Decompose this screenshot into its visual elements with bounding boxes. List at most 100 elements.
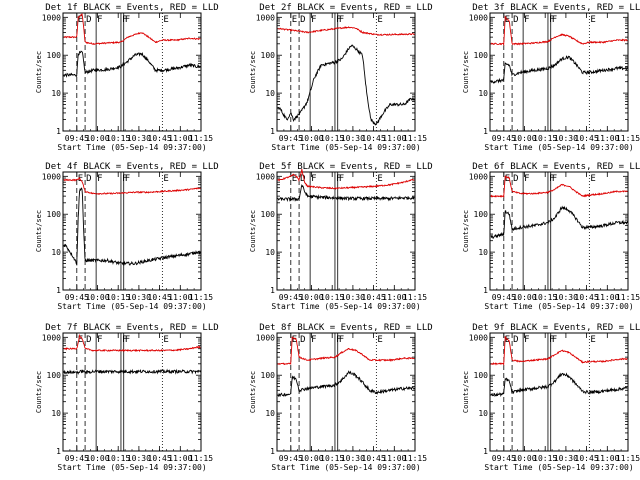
y-tick-label: 100 [47, 51, 62, 60]
flag-label: E [505, 174, 510, 184]
x-tick-label: 10:45 [575, 134, 599, 143]
y-tick-label: 1 [270, 286, 275, 295]
y-tick-label: 1000 [42, 13, 61, 22]
y-tick-label: 10 [51, 409, 61, 418]
x-axis-label: Start Time (05-Sep-14 09:37:00) [57, 143, 206, 152]
y-tick-label: 10 [478, 248, 488, 257]
x-tick-label: 10:15 [533, 293, 557, 302]
x-tick-label: 10:00 [299, 293, 323, 302]
flag-label: E [78, 15, 83, 25]
chart-panel-2: Det 2f BLACK = Events, RED = LLD 1 10 100 10… [249, 3, 433, 152]
flag-label: F [122, 15, 127, 25]
y-tick-label: 100 [474, 210, 489, 219]
series-line-events [63, 187, 201, 267]
chart-title: Det 2f BLACK = Events, RED = LLD [259, 3, 432, 13]
x-tick-label: 10:45 [362, 134, 386, 143]
y-axis-label: Counts/sec [35, 371, 43, 413]
series-line-lld [490, 175, 628, 199]
y-tick-label: 1 [483, 286, 488, 295]
x-axis-label: Start Time (05-Sep-14 09:37:00) [271, 302, 420, 311]
y-axis-label: Counts/sec [35, 51, 43, 93]
x-tick-label: 10:15 [106, 454, 130, 463]
x-tick-label: 11:15 [616, 134, 640, 143]
y-tick-label: 1000 [469, 13, 488, 22]
series-line-lld [277, 168, 415, 190]
x-tick-label: 10:00 [85, 454, 109, 463]
series-line-events [277, 44, 415, 126]
y-tick-label: 1000 [256, 172, 275, 181]
x-axis-label: Start Time (05-Sep-14 09:37:00) [57, 463, 206, 472]
x-tick-label: 11:15 [189, 293, 213, 302]
y-tick-label: 1 [56, 447, 61, 456]
flag-label: F [524, 15, 529, 25]
y-axis-label: Counts/sec [35, 210, 43, 252]
y-tick-label: 1000 [42, 333, 61, 342]
flag-label: E [377, 174, 382, 184]
flag-label: F [122, 174, 127, 184]
flag-label: D [86, 15, 91, 25]
x-tick-label: 10:15 [320, 293, 344, 302]
flag-label: F [552, 15, 557, 25]
flag-label: F [336, 335, 341, 345]
flag-label: E [163, 335, 168, 345]
y-tick-label: 100 [47, 371, 62, 380]
chart-panel-1: Det 1f BLACK = Events, RED = LLD 1 10 100 10… [35, 3, 219, 152]
x-tick-label: 10:30 [554, 134, 578, 143]
x-tick-label: 11:00 [595, 454, 619, 463]
flag-label: F [97, 15, 102, 25]
flag-label: F [549, 335, 554, 345]
x-tick-label: 11:15 [189, 134, 213, 143]
flag-label: F [125, 15, 130, 25]
flag-label: E [505, 335, 510, 345]
y-tick-label: 100 [474, 51, 489, 60]
chart-panel-6: Det 6f BLACK = Events, RED = LLD 1 10 100 10… [462, 162, 640, 311]
x-tick-label: 11:00 [382, 134, 406, 143]
flag-label: F [552, 335, 557, 345]
x-axis-label: Start Time (05-Sep-14 09:37:00) [484, 143, 633, 152]
y-tick-label: 1000 [469, 333, 488, 342]
x-tick-label: 10:45 [575, 293, 599, 302]
series-line-lld [277, 26, 415, 36]
x-tick-label: 11:15 [189, 454, 213, 463]
x-tick-label: 10:30 [127, 293, 151, 302]
flag-label: D [513, 335, 518, 345]
flag-label: F [311, 15, 316, 25]
x-tick-label: 11:15 [403, 134, 427, 143]
x-tick-label: 09:45 [492, 293, 516, 302]
series-line-events [490, 205, 628, 240]
x-tick-label: 11:00 [595, 134, 619, 143]
series-line-lld [63, 12, 201, 46]
x-axis-label: Start Time (05-Sep-14 09:37:00) [271, 143, 420, 152]
x-tick-label: 10:30 [127, 134, 151, 143]
x-tick-label: 11:00 [382, 293, 406, 302]
flag-label: E [78, 335, 83, 345]
x-tick-label: 10:45 [148, 293, 172, 302]
flag-label: F [97, 335, 102, 345]
chart-title: Det 7f BLACK = Events, RED = LLD [45, 323, 218, 333]
x-tick-label: 11:00 [168, 293, 192, 302]
x-tick-label: 10:30 [341, 293, 365, 302]
y-tick-label: 10 [265, 409, 275, 418]
x-tick-label: 10:30 [341, 454, 365, 463]
x-tick-label: 10:00 [512, 134, 536, 143]
flag-label: F [524, 335, 529, 345]
flag-label: E [377, 15, 382, 25]
chart-title: Det 8f BLACK = Events, RED = LLD [259, 323, 432, 333]
chart-panel-8: Det 8f BLACK = Events, RED = LLD 1 10 100 10… [249, 323, 433, 472]
chart-title: Det 1f BLACK = Events, RED = LLD [45, 3, 218, 13]
chart-panel-5: Det 5f BLACK = Events, RED = LLD 1 10 100 10… [249, 162, 433, 311]
x-tick-label: 10:00 [299, 134, 323, 143]
y-tick-label: 1 [270, 447, 275, 456]
flag-label: F [122, 335, 127, 345]
y-tick-label: 10 [478, 89, 488, 98]
x-tick-label: 11:15 [403, 454, 427, 463]
x-tick-label: 10:00 [85, 293, 109, 302]
x-tick-label: 10:15 [533, 134, 557, 143]
flag-label: E [292, 335, 297, 345]
x-tick-label: 10:30 [341, 134, 365, 143]
y-tick-label: 100 [474, 371, 489, 380]
x-tick-label: 10:15 [106, 134, 130, 143]
x-axis-label: Start Time (05-Sep-14 09:37:00) [484, 302, 633, 311]
flag-label: F [336, 174, 341, 184]
flag-label: E [377, 335, 382, 345]
